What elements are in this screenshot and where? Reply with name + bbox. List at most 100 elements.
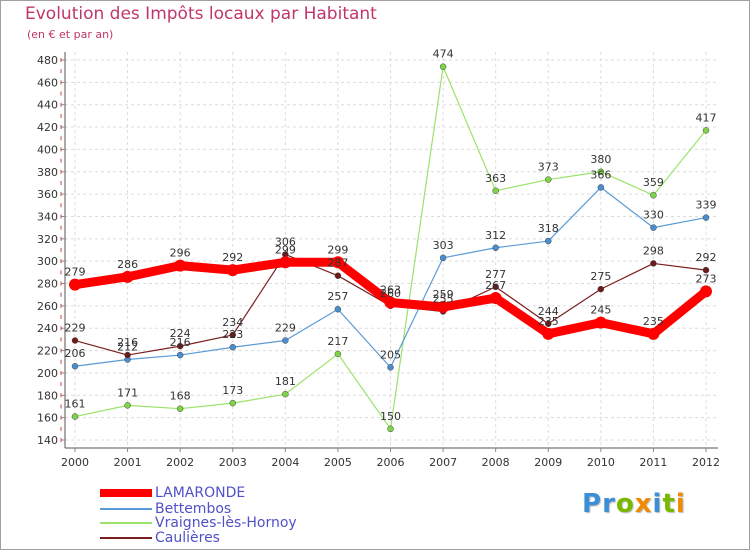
data-point-1 — [702, 214, 710, 221]
y-tick-label: 320 — [37, 233, 58, 246]
data-label-0: 299 — [327, 243, 348, 256]
data-point-2 — [439, 63, 447, 70]
logo-letter: i — [652, 489, 663, 519]
data-point-3 — [71, 337, 79, 344]
chart-subtitle: (en € et par an) — [27, 28, 114, 41]
data-point-0 — [226, 264, 239, 277]
data-point-1 — [597, 184, 605, 191]
data-point-0 — [437, 301, 450, 313]
data-label-0: 296 — [170, 247, 191, 260]
data-point-0 — [121, 270, 134, 283]
data-point-1 — [176, 351, 184, 359]
data-label-2: 380 — [590, 153, 611, 166]
data-label-1: 330 — [643, 209, 664, 222]
data-point-1 — [650, 224, 657, 231]
x-tick-label: 2001 — [114, 456, 142, 469]
y-tick-label: 240 — [37, 322, 58, 335]
data-point-0 — [279, 256, 292, 269]
y-tick-label: 160 — [37, 412, 58, 425]
y-tick-label: 440 — [37, 99, 58, 112]
x-tick-label: 2002 — [166, 456, 194, 469]
logo-letter: o — [615, 489, 635, 519]
y-tick-label: 180 — [37, 389, 58, 402]
legend-swatch-vraignes — [100, 521, 152, 524]
data-label-1: 216 — [170, 336, 191, 349]
data-label-3: 287 — [327, 257, 348, 270]
x-tick-label: 2009 — [534, 456, 562, 469]
logo-letter: i — [675, 489, 686, 519]
data-point-2 — [650, 191, 657, 199]
data-point-1 — [387, 364, 394, 371]
data-label-2: 150 — [380, 410, 401, 423]
x-tick-label: 2012 — [692, 456, 720, 469]
data-point-1 — [334, 305, 342, 313]
data-label-3: 298 — [643, 244, 664, 257]
data-label-0: 235 — [538, 315, 559, 328]
y-tick-label: 460 — [37, 76, 58, 89]
data-label-3: 260 — [380, 287, 401, 300]
logo-letter: r — [602, 489, 616, 519]
data-point-2 — [124, 402, 131, 409]
proxiti-logo: Proxiti — [582, 489, 686, 519]
data-label-2: 417 — [696, 111, 717, 124]
data-point-3 — [702, 266, 710, 274]
data-point-2 — [597, 168, 605, 176]
data-label-0: 286 — [117, 258, 138, 271]
y-tick-label: 220 — [37, 345, 58, 358]
data-point-2 — [176, 405, 184, 412]
data-label-3: 229 — [65, 322, 86, 335]
data-point-2 — [71, 413, 79, 420]
x-tick-label: 2011 — [639, 456, 667, 469]
data-point-1 — [545, 237, 552, 245]
x-tick-label: 2010 — [587, 456, 615, 469]
logo-letter: P — [582, 489, 603, 519]
data-point-0 — [542, 327, 555, 340]
data-point-2 — [702, 127, 710, 134]
data-label-1: 212 — [117, 341, 138, 354]
data-label-3: 216 — [117, 336, 138, 349]
data-label-1: 257 — [327, 290, 348, 303]
data-label-2: 173 — [222, 384, 243, 397]
data-label-3: 275 — [590, 270, 611, 283]
data-label-2: 181 — [275, 375, 296, 388]
data-label-2: 217 — [327, 335, 348, 348]
data-point-3 — [597, 285, 605, 293]
data-point-0 — [331, 256, 344, 269]
legend-label: Bettembos — [155, 500, 232, 517]
data-label-0: 259 — [433, 288, 454, 301]
legend-label: Vraignes-lès-Hornoy — [155, 514, 297, 531]
y-tick-label: 260 — [37, 300, 58, 313]
legend-swatch-lamaronde — [100, 488, 152, 497]
data-point-1 — [492, 244, 499, 252]
data-label-2: 373 — [538, 161, 559, 174]
x-tick-label: 2006 — [377, 456, 405, 469]
legend-swatch-caulieres — [100, 536, 152, 539]
data-point-3 — [650, 260, 657, 267]
data-point-0 — [700, 285, 712, 298]
data-point-1 — [282, 337, 289, 344]
data-label-0: 299 — [275, 243, 296, 256]
data-point-2 — [492, 187, 499, 195]
data-point-1 — [439, 254, 447, 262]
data-label-0: 245 — [590, 304, 611, 317]
data-label-2: 363 — [485, 172, 506, 185]
legend-item-lamaronde: LAMARONDE — [100, 485, 245, 500]
data-point-0 — [489, 292, 502, 305]
legend-label: LAMARONDE — [155, 484, 246, 501]
y-tick-label: 140 — [37, 434, 58, 447]
data-label-3: 292 — [696, 251, 717, 264]
data-point-3 — [334, 272, 342, 279]
data-label-1: 318 — [538, 222, 559, 235]
data-label-2: 171 — [117, 386, 138, 399]
data-point-2 — [282, 390, 289, 398]
legend-swatch-bettembos — [100, 507, 152, 510]
data-label-0: 267 — [485, 279, 506, 292]
data-point-0 — [647, 327, 660, 340]
data-label-3: 255 — [433, 292, 454, 305]
x-tick-label: 2008 — [482, 456, 510, 469]
data-label-1: 339 — [696, 199, 717, 212]
data-label-1: 303 — [433, 239, 454, 252]
data-point-2 — [334, 350, 342, 358]
x-tick-label: 2000 — [61, 456, 89, 469]
data-label-0: 279 — [65, 266, 86, 279]
